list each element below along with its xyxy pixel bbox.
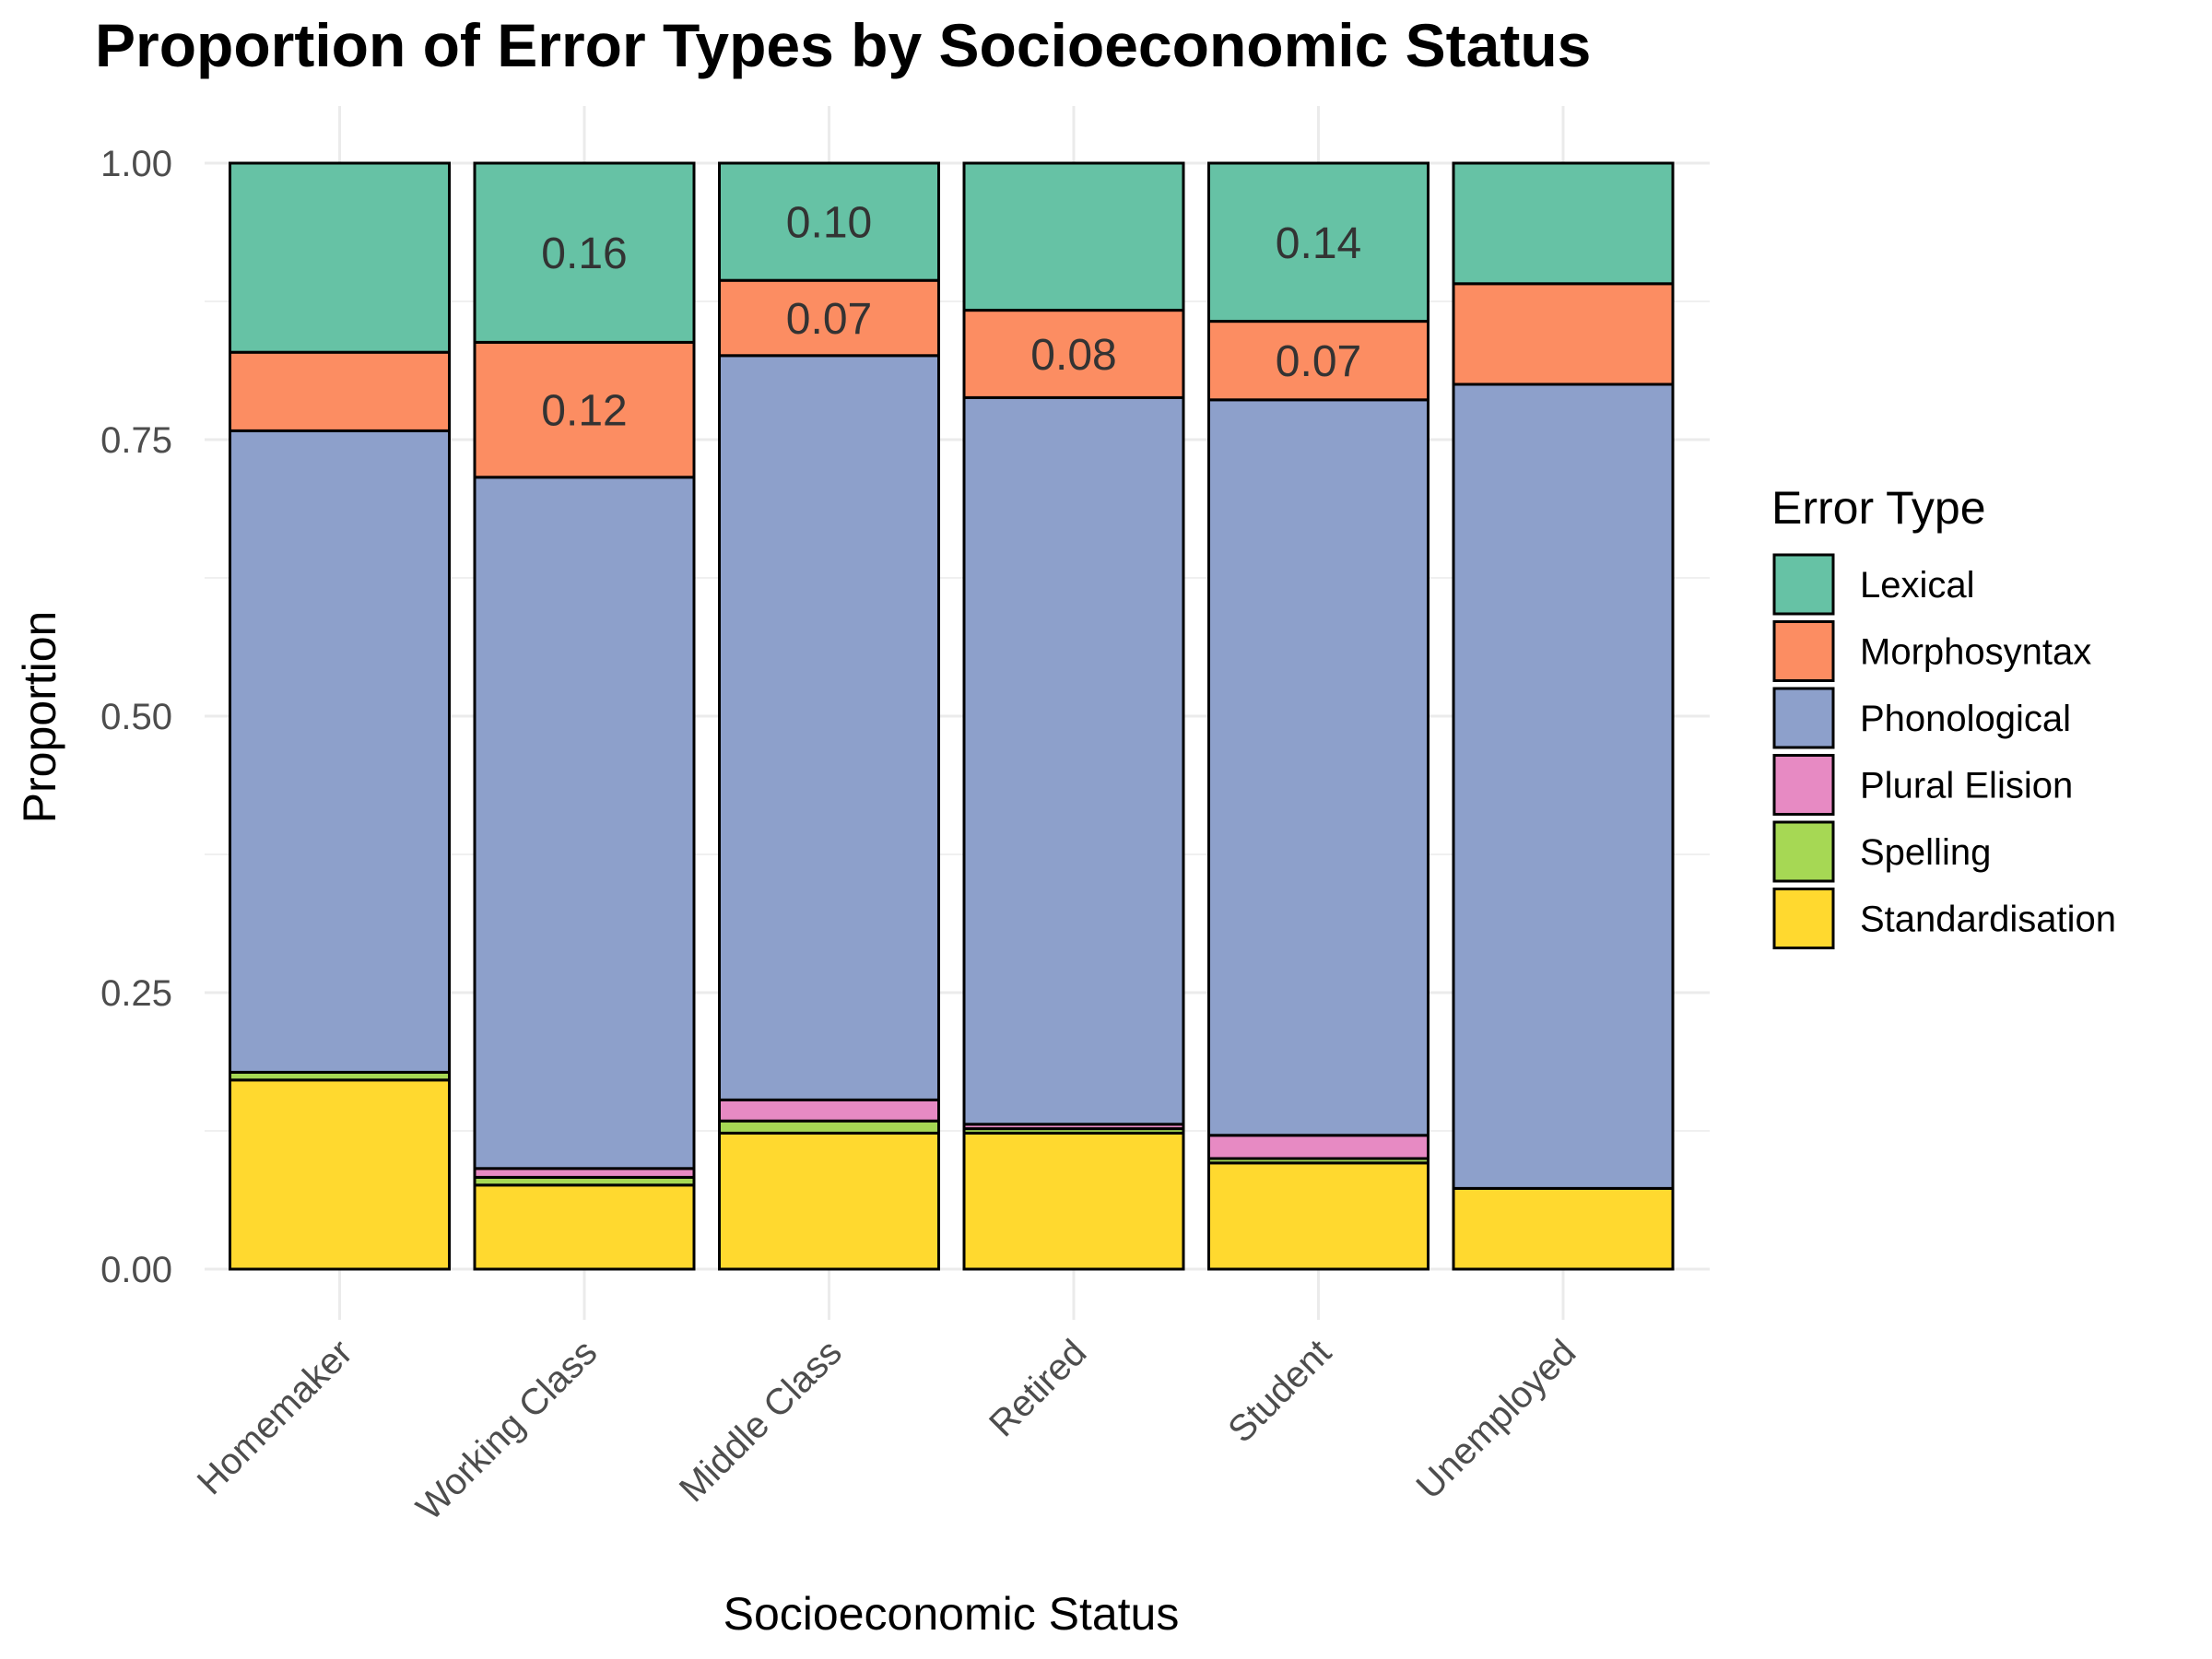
data-label-retired-morphosyntax: 0.08 bbox=[1030, 331, 1116, 380]
bar-working-class-morphosyntax bbox=[473, 340, 696, 479]
bar-student-morphosyntax bbox=[1207, 320, 1430, 402]
data-label-middle-class-lexical: 0.10 bbox=[786, 199, 872, 248]
legend-key-spelling bbox=[1772, 820, 1835, 883]
bar-unemployed-phonological bbox=[1452, 382, 1675, 1190]
bar-middle-class-lexical bbox=[718, 161, 940, 282]
x-axis-ticks: Homemaker Working Class Middle Class Retire… bbox=[190, 1332, 1584, 1528]
data-label-student-lexical: 0.14 bbox=[1276, 219, 1361, 268]
bar-working-class-standardisation bbox=[473, 1183, 696, 1271]
bar-middle-class-plural-elision bbox=[718, 1098, 940, 1123]
x-axis-title: Socioeconomic Status bbox=[724, 1588, 1180, 1640]
legend-label-spelling: Spelling bbox=[1860, 832, 1991, 873]
legend-key-standardisation bbox=[1772, 888, 1835, 949]
bar-homemaker-phonological bbox=[229, 429, 451, 1074]
bar-middle-class-phonological bbox=[718, 354, 940, 1101]
bar-middle-class-spelling bbox=[718, 1119, 940, 1135]
bar-homemaker-lexical bbox=[229, 161, 451, 354]
x-tick-label-working-class: Working Class bbox=[408, 1332, 605, 1528]
legend-title: Error Type bbox=[1771, 482, 1986, 534]
y-tick-label: 1.00 bbox=[100, 144, 172, 184]
legend-key-plural-elision bbox=[1772, 754, 1835, 816]
bar-unemployed-lexical bbox=[1452, 161, 1675, 286]
chart-title: Proportion of Error Types by Socioeconom… bbox=[95, 11, 1591, 79]
bar-retired-morphosyntax bbox=[962, 309, 1185, 399]
x-tick-label-middle-class: Middle Class bbox=[672, 1332, 850, 1510]
legend: Error Type Lexical Morphosyntax Phonologic… bbox=[1771, 482, 2116, 949]
data-label-middle-class-morphosyntax: 0.07 bbox=[786, 295, 872, 344]
bar-homemaker-morphosyntax bbox=[229, 350, 451, 432]
bar-retired-lexical bbox=[962, 161, 1185, 312]
bar-homemaker-standardisation bbox=[229, 1078, 451, 1271]
bar-retired-phonological bbox=[962, 395, 1185, 1126]
legend-label-standardisation: Standardisation bbox=[1860, 900, 2116, 940]
x-tick-label-unemployed: Unemployed bbox=[1408, 1332, 1583, 1507]
y-tick-label: 0.75 bbox=[100, 420, 172, 461]
legend-key-morphosyntax bbox=[1772, 620, 1835, 682]
bar-middle-class-morphosyntax bbox=[718, 278, 940, 358]
y-tick-label: 0.00 bbox=[100, 1250, 172, 1290]
data-label-working-class-lexical: 0.16 bbox=[541, 229, 627, 278]
x-tick-label-homemaker: Homemaker bbox=[190, 1332, 360, 1502]
bar-retired-standardisation bbox=[962, 1131, 1185, 1271]
legend-key-phonological bbox=[1772, 687, 1835, 749]
legend-label-plural-elision: Plural Elision bbox=[1860, 766, 2073, 806]
bar-student-lexical bbox=[1207, 161, 1430, 324]
bar-working-class-phonological bbox=[473, 476, 696, 1171]
bar-unemployed-standardisation bbox=[1452, 1186, 1675, 1271]
bar-unemployed-morphosyntax bbox=[1452, 282, 1675, 386]
legend-key-lexical bbox=[1772, 553, 1835, 616]
y-tick-label: 0.25 bbox=[100, 973, 172, 1014]
legend-label-lexical: Lexical bbox=[1860, 565, 1975, 606]
bar-student-plural-elision bbox=[1207, 1134, 1430, 1160]
data-label-student-morphosyntax: 0.07 bbox=[1276, 337, 1361, 386]
bar-student-standardisation bbox=[1207, 1161, 1430, 1271]
data-label-working-class-morphosyntax: 0.12 bbox=[541, 387, 627, 436]
x-tick-label-student: Student bbox=[1220, 1332, 1339, 1451]
x-tick-label-retired: Retired bbox=[982, 1332, 1094, 1444]
legend-label-phonological: Phonological bbox=[1860, 699, 2071, 739]
bar-working-class-lexical bbox=[473, 161, 696, 344]
y-axis-ticks: 0.00 0.25 0.50 0.75 1.00 bbox=[100, 144, 172, 1290]
data-labels: 0.16 0.12 0.10 0.07 0.08 0.14 0.07 bbox=[541, 199, 1361, 436]
bars bbox=[229, 161, 1675, 1271]
legend-label-morphosyntax: Morphosyntax bbox=[1860, 632, 2091, 673]
bar-middle-class-standardisation bbox=[718, 1131, 940, 1271]
y-tick-label: 0.50 bbox=[100, 697, 172, 737]
y-axis-title: Proportion bbox=[14, 611, 65, 824]
bar-student-phonological bbox=[1207, 398, 1430, 1137]
